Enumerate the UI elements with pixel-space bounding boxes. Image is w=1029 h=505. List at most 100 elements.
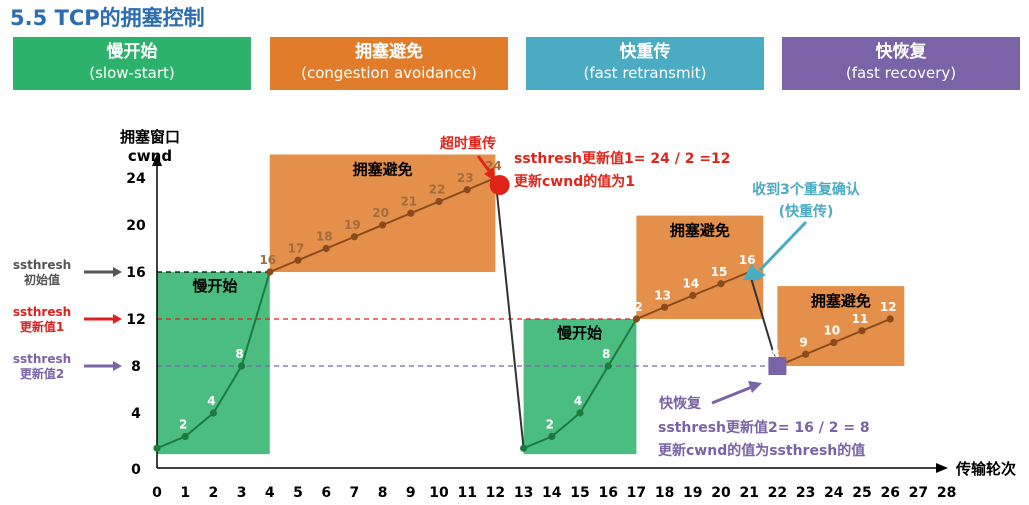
annotation-layer: 超时重传 ssthresh更新值1= 24 / 2 =12 更新cwnd的值为1 收到… bbox=[439, 135, 870, 459]
page-title: 5.5 TCP的拥塞控制 bbox=[10, 6, 205, 30]
x-tick-label: 13 bbox=[514, 485, 533, 501]
y-tick-label: 20 bbox=[126, 218, 146, 234]
data-label: 20 bbox=[372, 206, 389, 220]
x-tick-label: 11 bbox=[457, 485, 476, 501]
data-point bbox=[379, 221, 387, 229]
fast-recovery-arrow-icon bbox=[711, 385, 753, 405]
phase-english-name: (fast recovery) bbox=[845, 64, 957, 82]
phase-name: 慢开始 bbox=[106, 42, 158, 62]
data-label: 19 bbox=[344, 218, 361, 232]
data-point bbox=[661, 303, 669, 311]
timeout-arrow-icon bbox=[484, 167, 495, 181]
threshold-label: ssthresh bbox=[13, 352, 71, 366]
data-point bbox=[604, 362, 612, 370]
data-point bbox=[209, 409, 217, 417]
x-tick-label: 5 bbox=[293, 485, 303, 501]
region-label: 拥塞避免 bbox=[811, 292, 871, 310]
ssthresh-update-2: ssthresh更新值2= 16 / 2 = 8 bbox=[658, 419, 870, 436]
data-label: 22 bbox=[429, 183, 446, 197]
data-label: 14 bbox=[682, 277, 699, 291]
y-axis-label: 拥塞窗口 bbox=[120, 128, 180, 146]
data-label: 16 bbox=[739, 253, 756, 267]
region-label: 拥塞避免 bbox=[670, 222, 730, 240]
data-point bbox=[435, 197, 443, 206]
phase-fast-retransmit: 快重传 (fast retransmit) bbox=[526, 37, 764, 90]
data-point bbox=[717, 280, 725, 288]
threshold-label: 初始值 bbox=[24, 272, 60, 287]
data-point bbox=[407, 209, 415, 217]
x-tick-label: 23 bbox=[796, 485, 815, 501]
timeout-label: 超时重传 bbox=[439, 135, 496, 152]
x-axis-label: 传输轮次 bbox=[955, 460, 1016, 478]
x-tick-label: 20 bbox=[711, 485, 731, 501]
x-tick-label: 27 bbox=[909, 485, 928, 501]
x-tick-label: 17 bbox=[627, 485, 646, 501]
data-point bbox=[548, 432, 556, 441]
data-label: 4 bbox=[574, 394, 582, 408]
data-point bbox=[153, 444, 161, 452]
series-line bbox=[748, 271, 779, 367]
data-label: 15 bbox=[711, 265, 728, 279]
threshold-label: 更新值2 bbox=[20, 366, 64, 381]
phase-name: 快恢复 bbox=[875, 42, 927, 62]
x-tick-label: 18 bbox=[655, 485, 674, 501]
data-point bbox=[886, 315, 894, 323]
data-label: 8 bbox=[235, 347, 243, 361]
x-tick-label: 7 bbox=[350, 485, 360, 501]
data-point bbox=[294, 256, 302, 264]
data-label: 17 bbox=[288, 241, 305, 255]
data-label: 10 bbox=[823, 324, 840, 338]
data-label: 11 bbox=[852, 312, 869, 326]
series-line bbox=[494, 177, 525, 449]
data-point bbox=[181, 432, 189, 441]
phase-english-name: (congestion avoidance) bbox=[301, 64, 477, 82]
phase-region bbox=[157, 272, 270, 455]
ssthresh-update-1: ssthresh更新值1= 24 / 2 =12 bbox=[514, 150, 731, 167]
data-point bbox=[266, 268, 274, 276]
y-axis-arrow-icon bbox=[152, 154, 162, 166]
x-tick-label: 9 bbox=[406, 485, 416, 501]
phase-english-name: (fast retransmit) bbox=[583, 64, 707, 82]
phase-name: 快重传 bbox=[619, 42, 671, 62]
phase-english-name: (slow-start) bbox=[89, 64, 175, 82]
x-tick-label: 3 bbox=[237, 485, 247, 501]
y-tick-label: 12 bbox=[126, 312, 145, 328]
x-tick-label: 19 bbox=[683, 485, 702, 501]
data-label: 2 bbox=[179, 418, 187, 432]
data-point bbox=[689, 291, 697, 300]
fast-recovery-arrow-icon bbox=[748, 381, 762, 393]
data-label: 16 bbox=[259, 253, 276, 267]
y-tick-label: 24 bbox=[126, 171, 146, 187]
data-label: 21 bbox=[400, 194, 417, 208]
x-tick-label: 24 bbox=[824, 485, 844, 501]
threshold-arrow-icon bbox=[113, 361, 122, 371]
phase-name: 拥塞避免 bbox=[355, 42, 423, 62]
data-label: 12 bbox=[880, 300, 897, 314]
data-label: 13 bbox=[654, 288, 671, 302]
data-point bbox=[576, 409, 584, 417]
data-point bbox=[802, 350, 810, 358]
region-label: 拥塞避免 bbox=[353, 161, 413, 179]
x-tick-label: 26 bbox=[880, 485, 899, 501]
dupack-arrow-icon bbox=[753, 268, 766, 282]
data-point bbox=[350, 233, 358, 241]
data-label: 12 bbox=[626, 300, 643, 314]
x-tick-label: 14 bbox=[542, 485, 562, 501]
fast-recovery-label: 快恢复 bbox=[659, 395, 702, 412]
x-tick-label: 4 bbox=[265, 485, 275, 501]
data-point bbox=[520, 444, 528, 452]
data-point bbox=[858, 327, 866, 335]
cwnd-update-2: 更新cwnd的值为ssthresh的值 bbox=[658, 442, 865, 459]
x-tick-label: 8 bbox=[378, 485, 388, 501]
region-label: 慢开始 bbox=[192, 277, 237, 295]
x-tick-label: 16 bbox=[598, 485, 617, 501]
threshold-arrow-icon bbox=[113, 267, 122, 277]
y-axis-label: cwnd bbox=[128, 147, 172, 165]
data-label: 8 bbox=[771, 347, 779, 361]
x-axis-arrow-icon bbox=[936, 463, 948, 473]
phase-region bbox=[269, 154, 496, 272]
threshold-label: 更新值1 bbox=[20, 319, 64, 334]
